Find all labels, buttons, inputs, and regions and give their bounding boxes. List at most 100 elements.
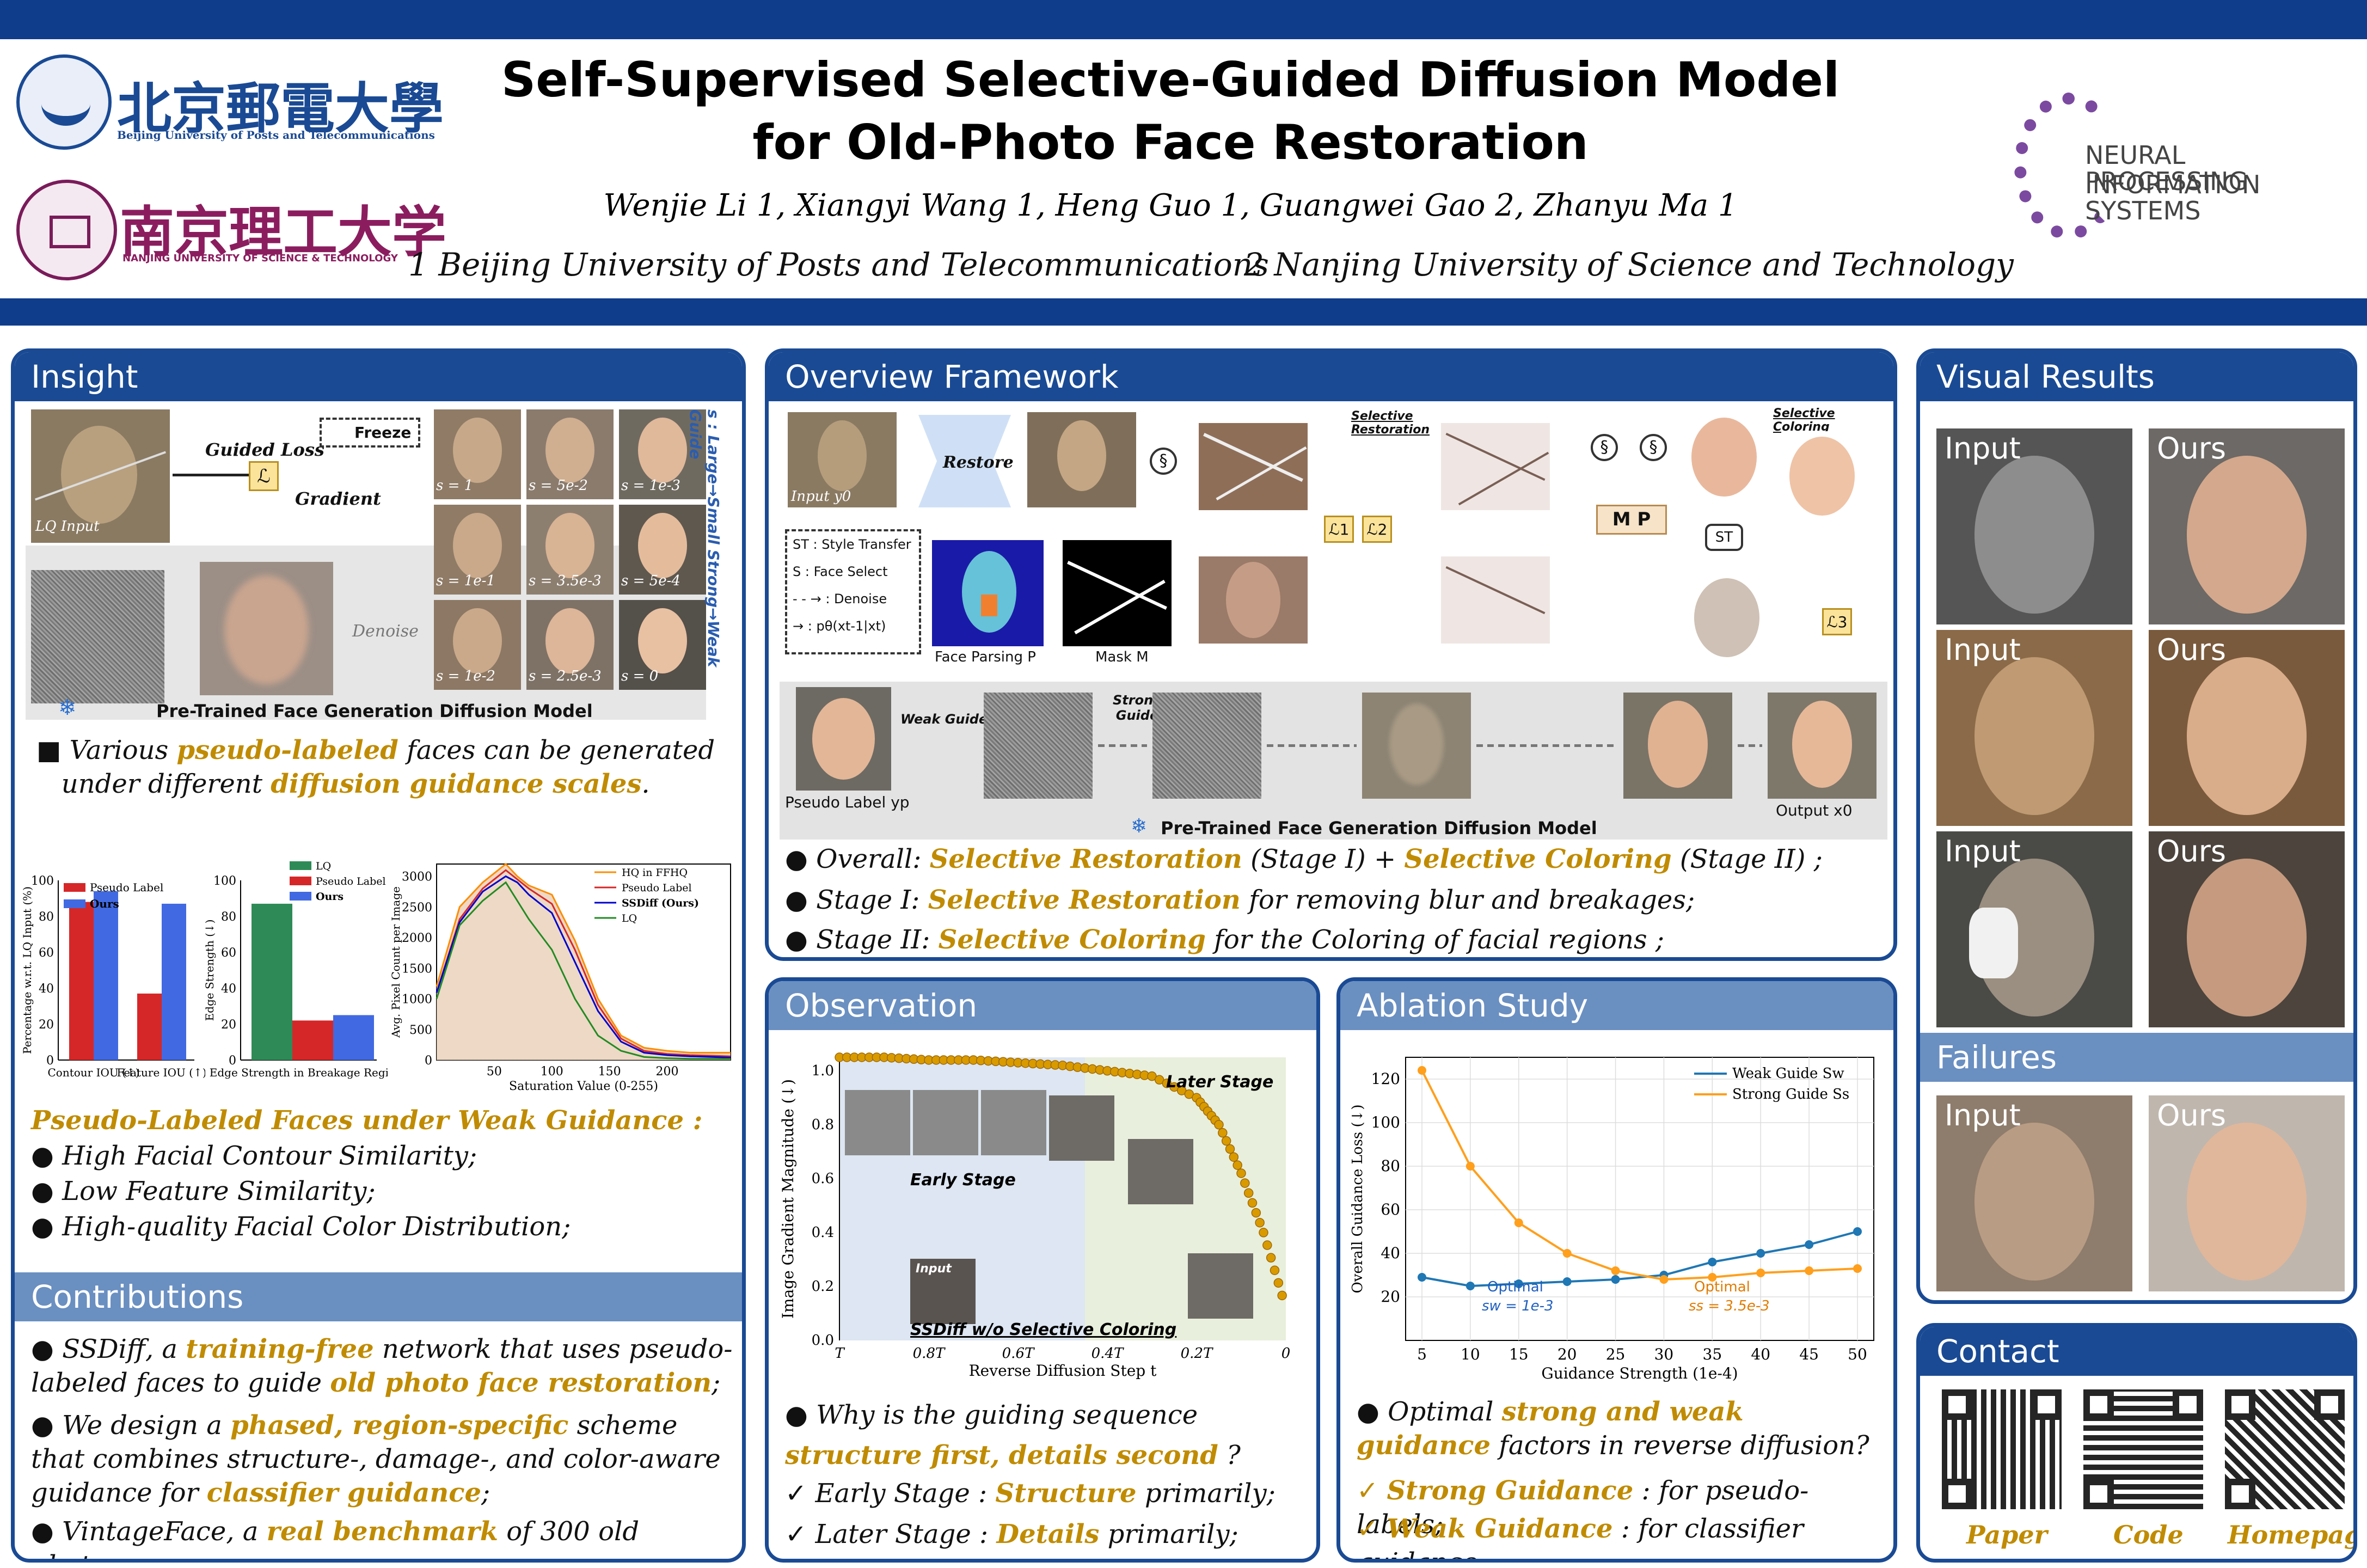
data-point — [1659, 1275, 1669, 1284]
l2-box: ℒ2 — [1362, 516, 1392, 543]
strong-guide-label: Strong Guide — [1113, 693, 1163, 723]
series-line — [1421, 1070, 1858, 1281]
contact-heading: Contact — [1920, 1327, 2353, 1376]
tick-label: 40 — [39, 982, 54, 996]
ablation-heading: Ablation Study — [1340, 981, 1893, 1030]
data-point — [1221, 1136, 1231, 1146]
x1-image — [1623, 693, 1732, 799]
overview-bullet: ● Overall: Selective Restoration (Stage … — [785, 844, 1823, 874]
failure-ours: Ours — [2149, 1095, 2345, 1291]
tick-label: 60 — [221, 946, 236, 960]
y-axis-label: Overall Guidance Loss (↓) — [1350, 1104, 1366, 1293]
caption: SSDiff w/o Selective Coloring — [910, 1320, 1176, 1339]
njust-name-cn: 南京理工大学 — [120, 200, 446, 264]
data-point — [1611, 1275, 1620, 1284]
data-point — [1229, 1152, 1239, 1162]
bar — [333, 1015, 374, 1060]
data-point — [1805, 1266, 1814, 1275]
tick-label: 10 — [1461, 1345, 1480, 1363]
paper-link[interactable]: Paper — [1966, 1520, 2047, 1549]
tick-label: 80 — [1381, 1157, 1400, 1175]
legend-label: Pseudo Label — [90, 881, 163, 894]
insight-point: ● Low Feature Similarity; — [31, 1176, 376, 1206]
tick-label: 100 — [31, 874, 54, 888]
insight-point: ● High-quality Facial Color Distribution… — [31, 1211, 571, 1242]
y-axis-label: Edge Strength (↓) — [203, 920, 216, 1021]
qr-homepage[interactable] — [2225, 1389, 2345, 1509]
qr-paper[interactable] — [1942, 1389, 2062, 1509]
mask-label: Mask M — [1095, 649, 1149, 665]
qr-code[interactable] — [2083, 1389, 2203, 1509]
tick-label: 0.4 — [812, 1224, 834, 1241]
tick-label: 50 — [1848, 1345, 1867, 1363]
tick-label: 40 — [221, 982, 236, 996]
data-point — [1225, 1144, 1235, 1154]
input-photo: Input y0 — [788, 412, 897, 507]
bar — [292, 1020, 333, 1060]
title-line1: Self-Supervised Selective-Guided Diffusi… — [501, 52, 1840, 108]
lq-label: LQ Input — [35, 518, 100, 535]
tick-label: 35 — [1703, 1345, 1722, 1363]
tick-label: 0.2 — [812, 1278, 834, 1295]
visual-heading: Visual Results — [1920, 352, 2353, 401]
data-point — [1277, 1290, 1287, 1301]
annotation: sw = 1e-3 — [1482, 1298, 1554, 1314]
pseudo-label-image — [796, 687, 891, 791]
face-select-icon: § — [1150, 448, 1177, 475]
tick-label: 80 — [221, 910, 236, 924]
data-point — [1756, 1249, 1765, 1258]
title-line2: for Old-Photo Face Restoration — [752, 114, 1589, 170]
njust-name-en: NANJING UNIVERSITY OF SCIENCE & TECHNOLO… — [122, 253, 398, 264]
snowflake-icon: ❄ — [58, 695, 77, 720]
authors: Wenjie Li 1, Xiangyi Wang 1, Heng Guo 1,… — [603, 188, 1738, 223]
legend-label: Pseudo Label — [622, 882, 692, 894]
tick-label: 1000 — [402, 993, 432, 1007]
tick-label: 50 — [487, 1065, 502, 1079]
tick-label: 100 — [541, 1065, 563, 1079]
tick-label: 40 — [1381, 1244, 1400, 1262]
observation-panel: Observation 1.0 0.8 0.6 0.4 0.2 0.0 T 0.8T 0.6T 0… — [765, 977, 1320, 1563]
neurips-text-1: NEURAL INFORMATION — [2085, 140, 2261, 199]
x-axis-label: Saturation Value (0-255) — [509, 1080, 658, 1093]
tick-label: 1.0 — [812, 1063, 834, 1079]
annotation: Later Stage — [1166, 1073, 1273, 1092]
lq-input-image: LQ Input — [31, 409, 170, 543]
tick-label: 150 — [598, 1065, 621, 1079]
data-point — [1214, 1120, 1224, 1130]
overview-heading: Overview Framework — [769, 352, 1893, 401]
legend-label: Ours — [316, 891, 344, 903]
result-input: Input — [1936, 831, 2132, 1027]
scale-grid: s = 1 s = 5e-2 s = 1e-3 s = 1e-1 s = 3.5… — [434, 409, 706, 693]
result-ours: Ours — [2149, 428, 2345, 624]
framework-figure: Input y0 Restore § Selective Restoration… — [780, 407, 1887, 842]
tick-label: 0 — [46, 1054, 54, 1068]
legend-swatch — [290, 877, 311, 885]
homepage-link[interactable]: Homepage — [2228, 1520, 2353, 1549]
legend-swatch — [290, 892, 311, 901]
loss-symbol: ℒ — [249, 461, 279, 491]
data-point — [1262, 1240, 1272, 1250]
data-point — [1465, 1162, 1475, 1171]
tick-label: 20 — [39, 1018, 54, 1032]
legend-label: Weak Guide Sw — [1732, 1065, 1844, 1082]
legend-swatch — [290, 861, 311, 870]
tick-label: 2000 — [402, 932, 432, 945]
tick-label: 100 — [213, 874, 236, 888]
noise-xT — [984, 693, 1093, 799]
data-point — [1266, 1253, 1276, 1263]
pretrained-label: Pre-Trained Face Generation Diffusion Mo… — [156, 701, 593, 721]
data-point — [1756, 1269, 1765, 1277]
data-point — [1465, 1282, 1475, 1290]
tick-label: 0.6T — [1002, 1345, 1035, 1362]
style-transfer-icon: ST — [1705, 524, 1743, 551]
series-line — [1421, 1230, 1858, 1288]
x-tick-label: Contour IOU (↑) — [48, 1066, 140, 1079]
annotation: Early Stage — [910, 1171, 1016, 1190]
tick-label: 20 — [221, 1018, 236, 1032]
code-link[interactable]: Code — [2113, 1520, 2184, 1549]
result-ours: Ours — [2149, 831, 2345, 1027]
tick-label: 80 — [39, 910, 54, 924]
tick-label: 0.6 — [812, 1171, 834, 1187]
face-thumbnail — [1128, 1139, 1193, 1204]
grid-face: s = 1e-2 — [434, 600, 521, 690]
